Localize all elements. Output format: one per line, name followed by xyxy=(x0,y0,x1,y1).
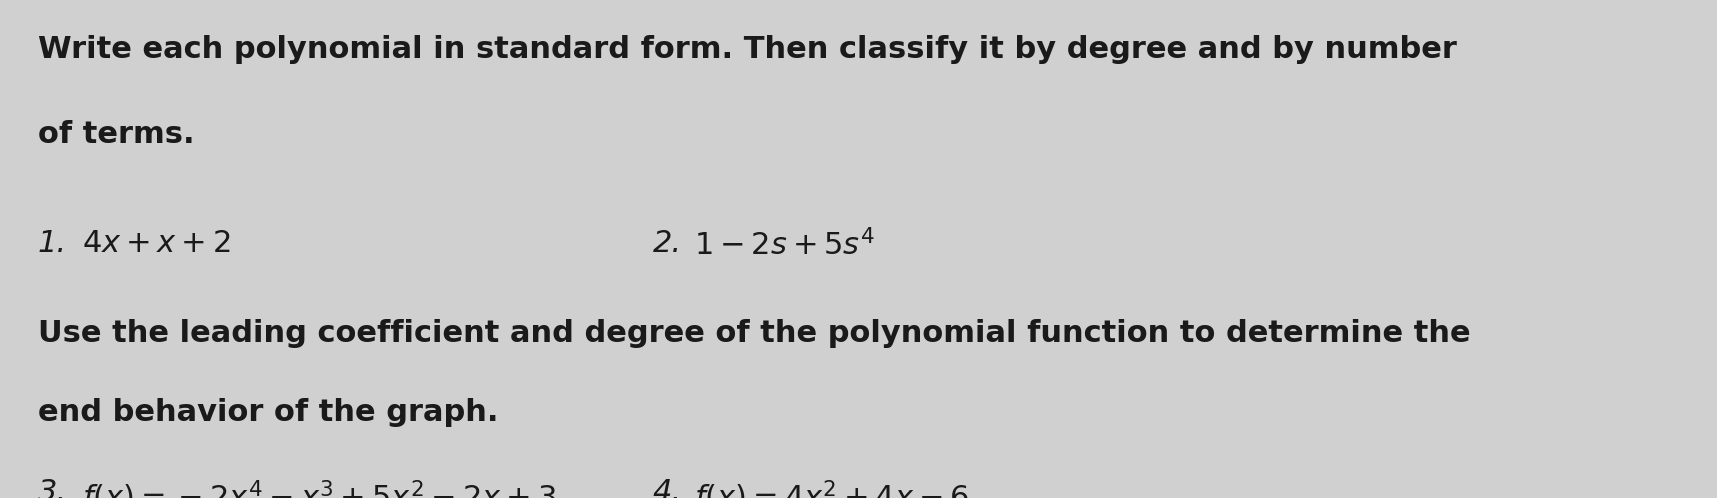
Text: end behavior of the graph.: end behavior of the graph. xyxy=(38,398,498,427)
Text: of terms.: of terms. xyxy=(38,120,194,148)
Text: $f(x) = 4x^{2} + 4x - 6$: $f(x) = 4x^{2} + 4x - 6$ xyxy=(694,478,968,498)
Text: $f(x) = -2x^{4} - x^{3} + 5x^{2} - 2x + 3$: $f(x) = -2x^{4} - x^{3} + 5x^{2} - 2x + … xyxy=(82,478,556,498)
Text: 2.: 2. xyxy=(652,229,682,258)
Text: $1 - 2s + 5s^{4}$: $1 - 2s + 5s^{4}$ xyxy=(694,229,874,261)
Text: $4x + x + 2$: $4x + x + 2$ xyxy=(82,229,232,258)
Text: 3.: 3. xyxy=(38,478,67,498)
Text: Write each polynomial in standard form. Then classify it by degree and by number: Write each polynomial in standard form. … xyxy=(38,35,1456,64)
Text: 4.: 4. xyxy=(652,478,682,498)
Text: Use the leading coefficient and degree of the polynomial function to determine t: Use the leading coefficient and degree o… xyxy=(38,319,1470,348)
Text: 1.: 1. xyxy=(38,229,67,258)
